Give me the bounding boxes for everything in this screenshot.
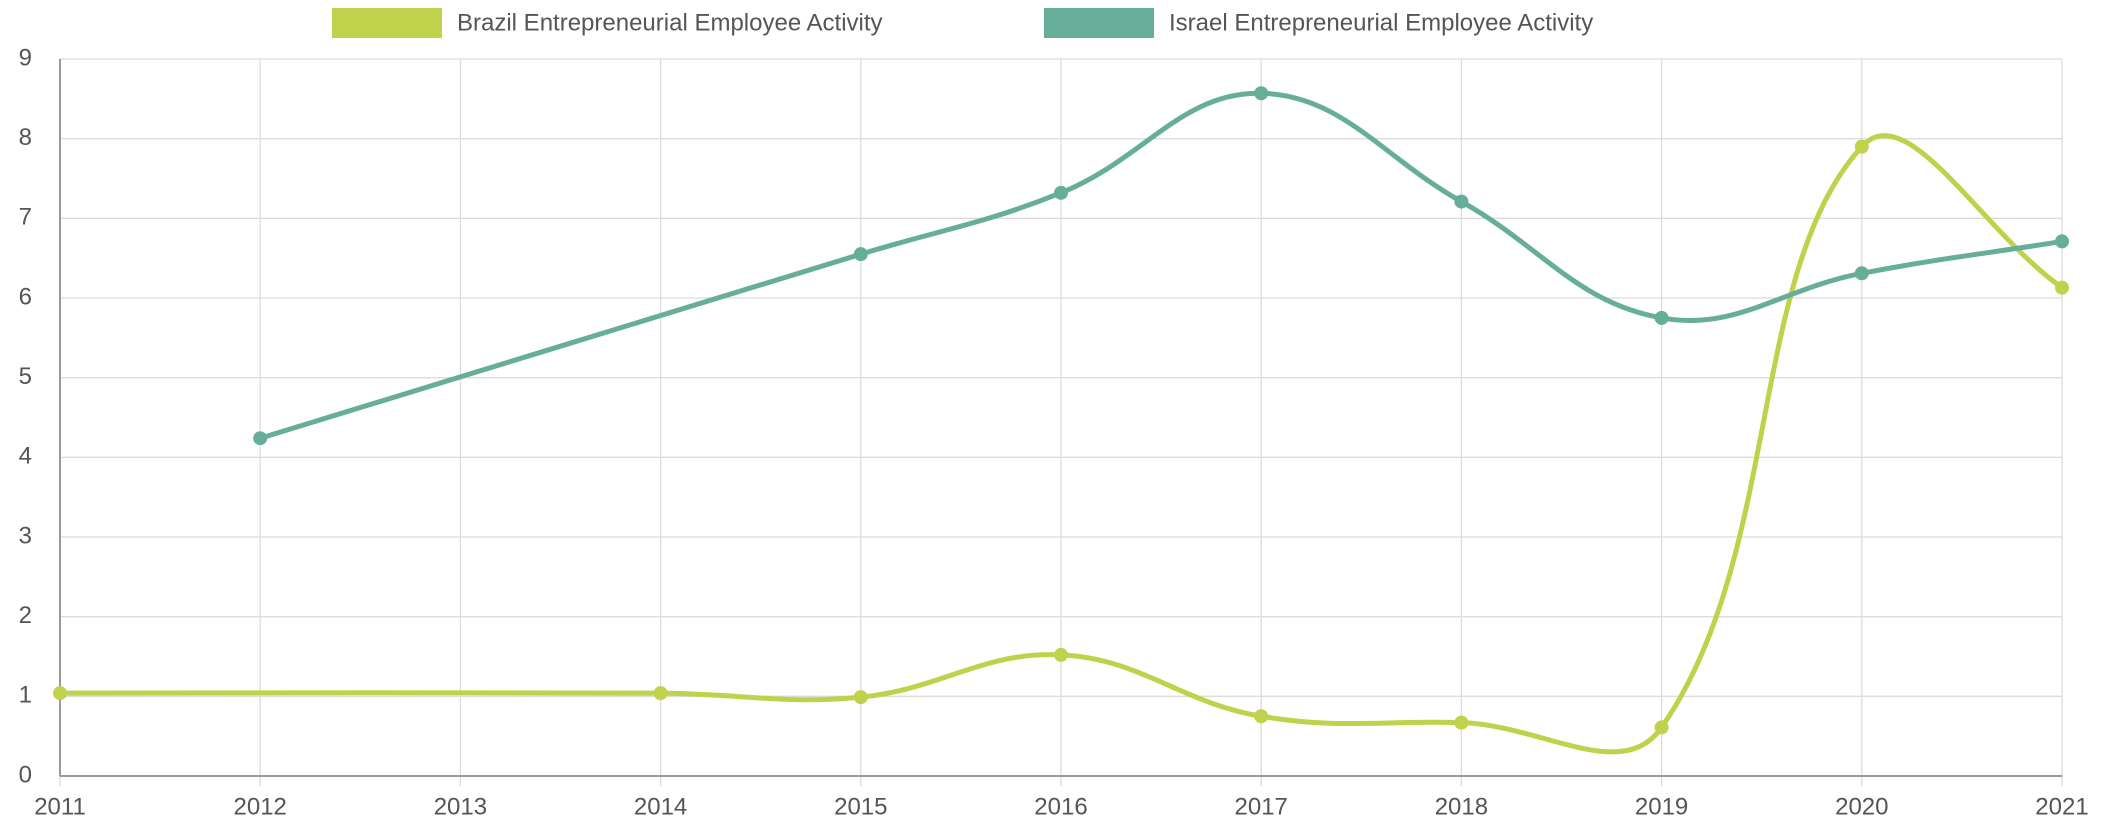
data-point — [2055, 280, 2069, 295]
data-point — [1454, 715, 1469, 730]
y-tick-label: 9 — [19, 44, 32, 71]
x-tick-label: 2014 — [634, 793, 687, 820]
data-point — [253, 431, 268, 446]
y-tick-label: 2 — [19, 602, 32, 629]
legend-swatch — [332, 8, 442, 38]
y-tick-label: 5 — [19, 363, 32, 390]
x-tick-label: 2018 — [1435, 793, 1488, 820]
y-tick-label: 4 — [19, 443, 32, 470]
series-line — [259, 90, 2063, 441]
data-point — [1654, 720, 1669, 735]
y-tick-label: 1 — [19, 682, 32, 709]
x-tick-label: 2019 — [1635, 793, 1688, 820]
data-point — [853, 247, 868, 262]
data-point — [2055, 234, 2069, 249]
y-tick-label: 0 — [19, 761, 32, 788]
y-tick-label: 8 — [19, 124, 32, 151]
data-point — [653, 686, 668, 701]
data-point — [1654, 310, 1669, 325]
y-tick-label: 6 — [19, 283, 32, 310]
data-point — [853, 690, 868, 705]
data-point — [1054, 185, 1068, 200]
x-tick-label: 2011 — [34, 793, 86, 820]
y-tick-label: 7 — [19, 204, 32, 231]
x-tick-label: 2020 — [1835, 793, 1888, 820]
data-point — [1254, 709, 1269, 724]
data-point — [1254, 86, 1269, 101]
y-tick-label: 3 — [19, 522, 32, 549]
data-point — [1854, 139, 1869, 154]
legend-label: Brazil Entrepreneurial Employee Activity — [457, 9, 883, 36]
data-point — [1854, 266, 1869, 281]
data-point — [53, 686, 67, 701]
x-tick-label: 2017 — [1235, 793, 1288, 820]
data-point — [1054, 647, 1068, 662]
x-tick-label: 2015 — [834, 793, 887, 820]
data-point — [1454, 194, 1469, 209]
x-tick-label: 2012 — [234, 793, 287, 820]
legend-swatch — [1044, 8, 1154, 38]
x-tick-label: 2021 — [2035, 793, 2088, 820]
x-tick-label: 2013 — [434, 793, 487, 820]
x-tick-label: 2016 — [1034, 793, 1087, 820]
legend-label: Israel Entrepreneurial Employee Activity — [1169, 9, 1593, 36]
